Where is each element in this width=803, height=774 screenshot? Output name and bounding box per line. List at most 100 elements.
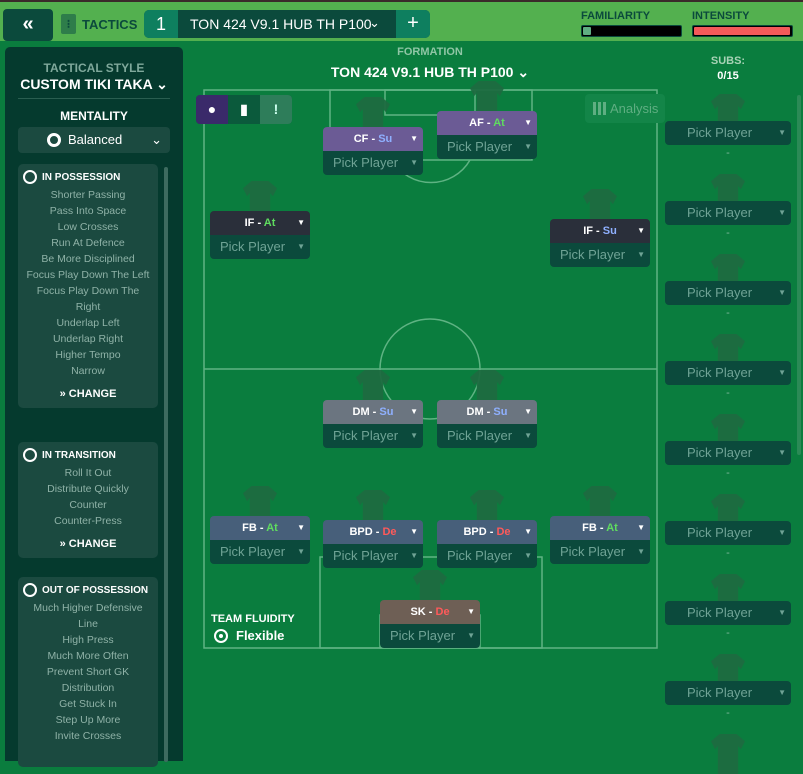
tactical-style-value: CUSTOM TIKI TAKA <box>20 76 153 92</box>
position-slot[interactable]: BPD - De ▼ Pick Player ▼ <box>323 520 423 568</box>
pick-player-dropdown[interactable]: Pick Player ▼ <box>665 441 791 465</box>
change-label: CHANGE <box>68 538 117 550</box>
sub-slot[interactable]: Pick Player ▼ - <box>665 201 791 239</box>
dropdown-arrow-icon: ▼ <box>410 134 418 143</box>
pick-player-dropdown[interactable]: Pick Player ▼ <box>665 361 791 385</box>
position-slot[interactable]: SK - De ▼ Pick Player ▼ <box>380 600 480 648</box>
in-possession-card[interactable]: IN POSSESSION Shorter Passing Pass Into Sp… <box>18 164 158 408</box>
change-button[interactable]: » CHANGE <box>59 538 117 550</box>
dropdown-arrow-icon: ▼ <box>778 608 786 617</box>
in-transition-card[interactable]: IN TRANSITION Roll It Out Distribute Quick… <box>18 442 158 558</box>
pick-player-label: Pick Player <box>687 445 753 460</box>
role-name: BPD <box>349 526 373 538</box>
tactical-style-dropdown[interactable]: CUSTOM TIKI TAKA ⌄ <box>5 76 183 93</box>
role-dropdown[interactable]: DM - Su ▼ <box>323 400 423 424</box>
dropdown-arrow-icon: ▼ <box>410 431 418 440</box>
dropdown-arrow-icon: ▼ <box>410 158 418 167</box>
position-slot[interactable]: CF - Su ▼ Pick Player ▼ <box>323 127 423 175</box>
team-fluidity-value[interactable]: Flexible <box>214 628 284 643</box>
formation-dropdown[interactable]: TON 424 V9.1 HUB TH P100 ⌄ <box>310 64 550 81</box>
role-dropdown[interactable]: SK - De ▼ <box>380 600 480 624</box>
pick-player-dropdown[interactable]: Pick Player ▼ <box>665 521 791 545</box>
sub-slot[interactable]: Pick Player ▼ - <box>665 361 791 399</box>
pick-player-dropdown[interactable]: Pick Player ▼ <box>665 601 791 625</box>
pick-player-dropdown[interactable]: Pick Player ▼ <box>665 681 791 705</box>
position-slot[interactable]: DM - Su ▼ Pick Player ▼ <box>437 400 537 448</box>
tactic-name[interactable]: TON 424 V9.1 HUB TH P100 <box>190 16 372 32</box>
pick-player-dropdown[interactable]: Pick Player ▼ <box>380 624 480 648</box>
change-label: CHANGE <box>68 388 117 400</box>
dropdown-arrow-icon: ▼ <box>778 368 786 377</box>
role-duty: Su <box>379 406 394 418</box>
tactic-number[interactable]: 1 <box>144 10 178 38</box>
intensity-meter[interactable] <box>692 25 793 37</box>
sub-slot[interactable]: Pick Player ▼ - <box>665 441 791 479</box>
position-slot[interactable]: FB - At ▼ Pick Player ▼ <box>210 516 310 564</box>
pick-player-dropdown[interactable]: Pick Player ▼ <box>550 540 650 564</box>
role-duty: Su <box>602 225 617 237</box>
position-slot[interactable]: AF - At ▼ Pick Player ▼ <box>437 111 537 159</box>
role-dropdown[interactable]: CF - Su ▼ <box>323 127 423 151</box>
position-slot[interactable]: DM - Su ▼ Pick Player ▼ <box>323 400 423 448</box>
subs-label: SUBS: <box>710 55 746 67</box>
instruction-item: Counter <box>69 499 107 511</box>
instruction-item: Get Stuck In <box>59 698 117 710</box>
sub-slot[interactable]: Pick Player ▼ - <box>665 601 791 639</box>
role-duty: At <box>606 522 618 534</box>
pick-player-dropdown[interactable]: Pick Player ▼ <box>665 281 791 305</box>
position-slot[interactable]: IF - At ▼ Pick Player ▼ <box>210 211 310 259</box>
mentality-dropdown[interactable]: Balanced ⌄ <box>18 127 170 153</box>
role-dropdown[interactable]: FB - At ▼ <box>550 516 650 540</box>
out-of-possession-card[interactable]: OUT OF POSSESSION Much Higher Defensive L… <box>18 577 158 767</box>
instruction-item: Much More Often <box>47 650 129 662</box>
instruction-item: Pass Into Space <box>49 205 127 217</box>
role-dropdown[interactable]: FB - At ▼ <box>210 516 310 540</box>
back-button[interactable]: « <box>3 9 53 41</box>
sub-slot[interactable]: Pick Player ▼ - <box>665 121 791 159</box>
subs-scrollbar[interactable] <box>797 95 801 455</box>
dropdown-arrow-icon: ▼ <box>467 607 475 616</box>
pick-player-dropdown[interactable]: Pick Player ▼ <box>665 201 791 225</box>
pick-player-dropdown[interactable]: Pick Player ▼ <box>665 121 791 145</box>
sub-slot[interactable]: Pick Player ▼ - <box>665 521 791 559</box>
tactic-selector[interactable]: 1 TON 424 V9.1 HUB TH P100 ⌄ + <box>144 10 430 38</box>
analysis-button[interactable]: Analysis <box>585 94 665 123</box>
instruction-item: Distribute Quickly <box>47 483 129 495</box>
pick-player-dropdown[interactable]: Pick Player ▼ <box>323 424 423 448</box>
dropdown-arrow-icon: ▼ <box>778 688 786 697</box>
role-dropdown[interactable]: IF - At ▼ <box>210 211 310 235</box>
sub-placeholder: - <box>726 307 730 319</box>
sub-slot[interactable]: Pick Player ▼ - <box>665 681 791 719</box>
pick-player-dropdown[interactable]: Pick Player ▼ <box>210 540 310 564</box>
position-slot[interactable]: IF - Su ▼ Pick Player ▼ <box>550 219 650 267</box>
pick-player-dropdown[interactable]: Pick Player ▼ <box>437 544 537 568</box>
sub-slot[interactable]: Pick Player ▼ - <box>665 281 791 319</box>
view-toggle[interactable]: ● ▮ ! <box>196 95 292 124</box>
change-button[interactable]: » CHANGE <box>59 388 117 400</box>
role-dropdown[interactable]: AF - At ▼ <box>437 111 537 135</box>
dropdown-arrow-icon: ▼ <box>410 551 418 560</box>
role-name: DM <box>352 406 370 418</box>
role-dropdown[interactable]: IF - Su ▼ <box>550 219 650 243</box>
pick-player-dropdown[interactable]: Pick Player ▼ <box>437 424 537 448</box>
tactics-view-icon[interactable]: ! <box>260 95 292 124</box>
pick-player-dropdown[interactable]: Pick Player ▼ <box>210 235 310 259</box>
position-slot[interactable]: FB - At ▼ Pick Player ▼ <box>550 516 650 564</box>
chevron-down-icon[interactable]: ⌄ <box>369 15 380 30</box>
pick-player-dropdown[interactable]: Pick Player ▼ <box>437 135 537 159</box>
instruction-item: Low Crosses <box>57 221 119 233</box>
pick-player-dropdown[interactable]: Pick Player ▼ <box>550 243 650 267</box>
familiarity-meter[interactable] <box>581 25 682 37</box>
player-view-icon[interactable]: ● <box>196 95 228 124</box>
dropdown-arrow-icon: ▼ <box>410 527 418 536</box>
pick-player-dropdown[interactable]: Pick Player ▼ <box>323 151 423 175</box>
role-dropdown[interactable]: BPD - De ▼ <box>323 520 423 544</box>
role-dropdown[interactable]: DM - Su ▼ <box>437 400 537 424</box>
pick-player-dropdown[interactable]: Pick Player ▼ <box>323 544 423 568</box>
stats-view-icon[interactable]: ▮ <box>240 101 248 117</box>
position-slot[interactable]: BPD - De ▼ Pick Player ▼ <box>437 520 537 568</box>
instruction-item: Shorter Passing <box>50 189 126 201</box>
add-tactic-button[interactable]: + <box>396 10 430 38</box>
role-dropdown[interactable]: BPD - De ▼ <box>437 520 537 544</box>
sidebar-scrollbar[interactable] <box>164 167 168 762</box>
